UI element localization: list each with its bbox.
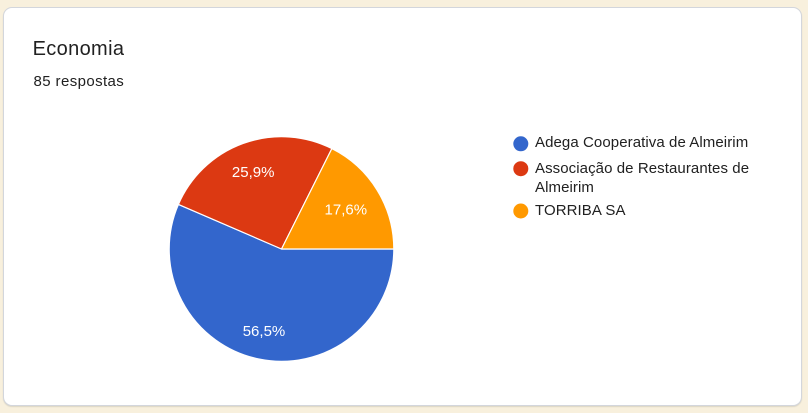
svg-text:17,6%: 17,6% — [325, 201, 368, 218]
svg-text:25,9%: 25,9% — [232, 164, 275, 181]
svg-text:56,5%: 56,5% — [243, 323, 286, 340]
